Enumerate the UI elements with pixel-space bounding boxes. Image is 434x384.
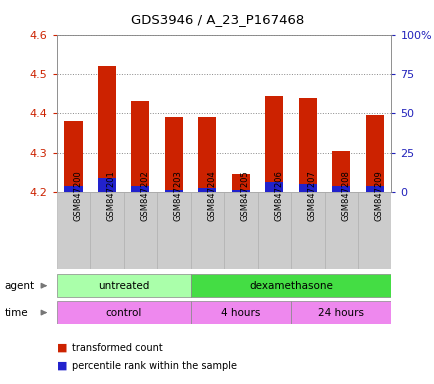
Bar (231, 174, 250, 192)
FancyBboxPatch shape (324, 192, 357, 269)
Bar (197, 188, 216, 192)
Bar (97, 178, 116, 192)
Bar (197, 117, 216, 192)
FancyBboxPatch shape (190, 274, 391, 297)
Text: transformed count: transformed count (72, 343, 162, 353)
Text: dexamethasone: dexamethasone (249, 281, 332, 291)
Bar (331, 186, 350, 192)
Text: GSM847207: GSM847207 (307, 170, 316, 221)
Bar (131, 186, 149, 192)
Bar (64, 121, 82, 192)
Bar (298, 184, 316, 192)
FancyBboxPatch shape (257, 192, 290, 269)
Text: GSM847200: GSM847200 (73, 170, 82, 221)
Bar (264, 182, 283, 192)
Text: GSM847209: GSM847209 (374, 170, 383, 221)
Text: GSM847202: GSM847202 (140, 170, 149, 221)
Text: 4 hours: 4 hours (220, 308, 260, 318)
FancyBboxPatch shape (190, 301, 290, 324)
Text: GDS3946 / A_23_P167468: GDS3946 / A_23_P167468 (131, 13, 303, 26)
FancyBboxPatch shape (123, 192, 157, 269)
Bar (164, 190, 183, 192)
FancyBboxPatch shape (157, 192, 190, 269)
Bar (164, 117, 183, 192)
Text: GSM847206: GSM847206 (274, 170, 283, 221)
Bar (298, 98, 316, 192)
Bar (131, 101, 149, 192)
FancyBboxPatch shape (90, 192, 123, 269)
Bar (64, 186, 82, 192)
Text: control: control (105, 308, 141, 318)
FancyBboxPatch shape (290, 301, 391, 324)
FancyBboxPatch shape (357, 192, 391, 269)
Text: ■: ■ (56, 361, 67, 371)
FancyBboxPatch shape (56, 192, 90, 269)
Text: untreated: untreated (98, 281, 149, 291)
Text: agent: agent (4, 281, 34, 291)
Text: GSM847201: GSM847201 (107, 170, 115, 221)
Bar (97, 66, 116, 192)
FancyBboxPatch shape (56, 301, 190, 324)
Bar (365, 115, 383, 192)
FancyBboxPatch shape (290, 192, 324, 269)
Text: GSM847205: GSM847205 (240, 170, 249, 221)
Text: GSM847204: GSM847204 (207, 170, 216, 221)
Text: GSM847203: GSM847203 (174, 170, 182, 221)
Text: ■: ■ (56, 343, 67, 353)
Text: 24 hours: 24 hours (318, 308, 363, 318)
Bar (231, 190, 250, 192)
FancyBboxPatch shape (56, 274, 190, 297)
Bar (264, 96, 283, 192)
FancyBboxPatch shape (224, 192, 257, 269)
Text: time: time (4, 308, 28, 318)
FancyBboxPatch shape (190, 192, 224, 269)
Bar (365, 186, 383, 192)
Bar (331, 151, 350, 192)
Text: percentile rank within the sample: percentile rank within the sample (72, 361, 236, 371)
Text: GSM847208: GSM847208 (341, 170, 349, 221)
